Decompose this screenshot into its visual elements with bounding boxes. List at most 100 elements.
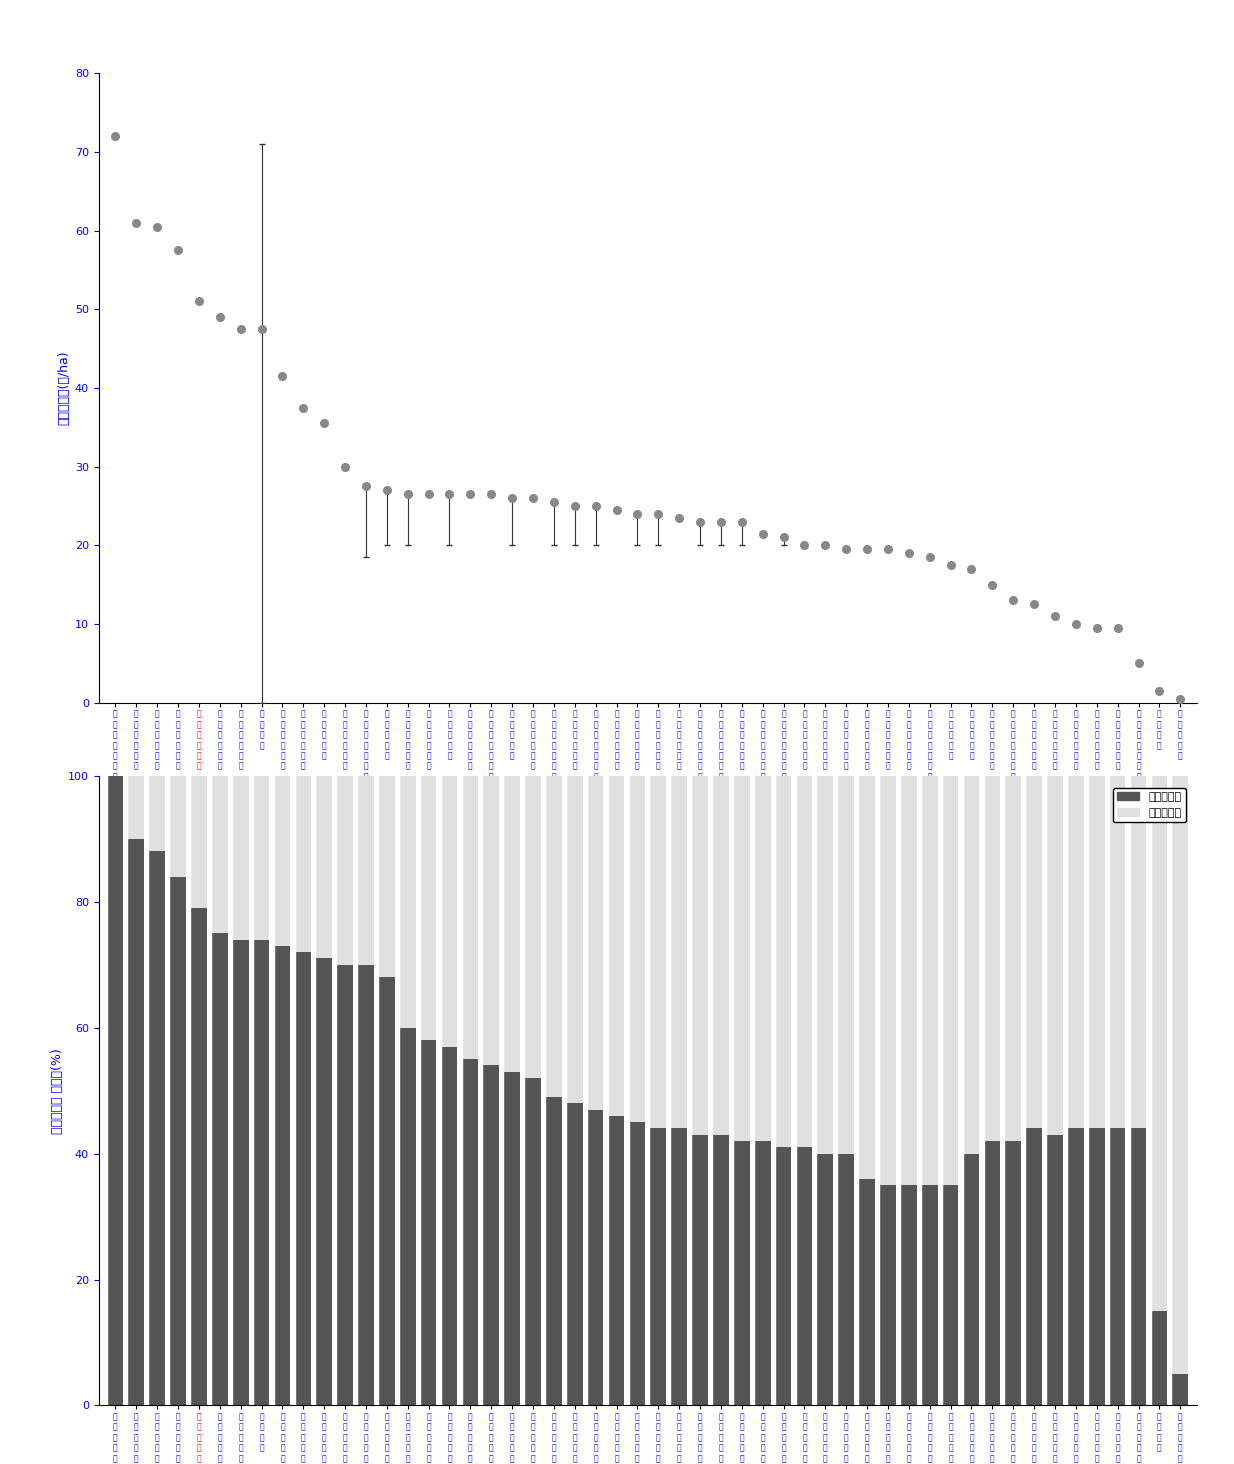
Bar — [358, 965, 374, 1405]
Bar — [505, 1072, 520, 1405]
Bar — [254, 940, 269, 1405]
Y-axis label: 흉고단면적(㎡/ha): 흉고단면적(㎡/ha) — [58, 351, 70, 425]
Bar — [421, 776, 437, 1041]
Bar — [149, 776, 165, 852]
Bar — [191, 908, 207, 1405]
Bar — [337, 776, 353, 965]
Bar — [1069, 1129, 1083, 1405]
Bar — [1172, 776, 1188, 1373]
Bar — [526, 776, 540, 1078]
Bar — [608, 1116, 624, 1405]
Bar — [170, 776, 186, 877]
Bar — [442, 776, 458, 1047]
Bar — [275, 946, 290, 1405]
Bar — [295, 952, 311, 1405]
Bar — [463, 776, 479, 1060]
Bar — [776, 776, 791, 1148]
Bar — [1069, 776, 1083, 1129]
Bar — [776, 1148, 791, 1405]
Bar — [421, 1041, 437, 1405]
Bar — [838, 1154, 854, 1405]
Bar — [964, 1154, 980, 1405]
Bar — [985, 1140, 1001, 1405]
Bar — [692, 776, 708, 1135]
Bar — [943, 776, 959, 1186]
Bar — [838, 776, 854, 1154]
Bar — [400, 1028, 416, 1405]
Bar — [1130, 1129, 1146, 1405]
Bar — [1027, 776, 1041, 1129]
Bar — [943, 1186, 959, 1405]
Bar — [254, 776, 269, 940]
Bar — [671, 1129, 687, 1405]
Bar — [650, 1129, 666, 1405]
Bar — [797, 776, 812, 1148]
Bar — [233, 940, 248, 1405]
Bar — [212, 934, 227, 1405]
Bar — [107, 776, 123, 1405]
Bar — [1130, 776, 1146, 1129]
Bar — [191, 776, 207, 908]
Bar — [755, 776, 770, 1140]
Bar — [170, 877, 186, 1405]
Bar — [985, 776, 1001, 1140]
Bar — [755, 1140, 770, 1405]
Bar — [1109, 776, 1125, 1129]
Bar — [463, 1060, 479, 1405]
Bar — [505, 776, 520, 1072]
Bar — [358, 776, 374, 965]
Bar — [128, 776, 144, 839]
Bar — [713, 1135, 729, 1405]
Bar — [526, 1078, 540, 1405]
Bar — [442, 1047, 458, 1405]
Bar — [233, 776, 248, 940]
Bar — [1048, 1135, 1062, 1405]
Legend: 산림유존목, 기타개체목: 산림유존목, 기타개체목 — [1113, 788, 1186, 823]
Bar — [922, 1186, 938, 1405]
Bar — [587, 1110, 603, 1405]
Bar — [128, 839, 144, 1405]
Bar — [547, 1097, 561, 1405]
Bar — [1109, 1129, 1125, 1405]
Bar — [1006, 776, 1021, 1140]
Bar — [629, 1121, 645, 1405]
Bar — [484, 1066, 499, 1405]
Bar — [1151, 776, 1167, 1312]
Bar — [734, 776, 749, 1140]
Bar — [1027, 1129, 1041, 1405]
Bar — [650, 776, 666, 1129]
Bar — [316, 776, 332, 959]
Bar — [1088, 776, 1104, 1129]
Bar — [734, 1140, 749, 1405]
Bar — [1088, 1129, 1104, 1405]
Bar — [379, 978, 395, 1405]
Bar — [922, 776, 938, 1186]
Bar — [797, 1148, 812, 1405]
Bar — [566, 776, 582, 1104]
Bar — [964, 776, 980, 1154]
Bar — [901, 1186, 917, 1405]
Bar — [566, 1104, 582, 1405]
Bar — [692, 1135, 708, 1405]
Bar — [212, 776, 227, 934]
Bar — [859, 1179, 875, 1405]
Bar — [1172, 1373, 1188, 1405]
Bar — [484, 776, 499, 1066]
Bar — [379, 776, 395, 978]
Bar — [1048, 776, 1062, 1135]
Bar — [1006, 1140, 1021, 1405]
Bar — [295, 776, 311, 952]
Bar — [547, 776, 561, 1097]
Bar — [587, 776, 603, 1110]
Bar — [400, 776, 416, 1028]
Bar — [608, 776, 624, 1116]
Bar — [629, 776, 645, 1121]
Y-axis label: 흉고단면적 점유비(%): 흉고단면적 점유비(%) — [51, 1048, 64, 1133]
Bar — [880, 1186, 896, 1405]
Bar — [817, 776, 833, 1154]
Bar — [713, 776, 729, 1135]
Bar — [817, 1154, 833, 1405]
Bar — [316, 959, 332, 1405]
Bar — [880, 776, 896, 1186]
Bar — [275, 776, 290, 946]
